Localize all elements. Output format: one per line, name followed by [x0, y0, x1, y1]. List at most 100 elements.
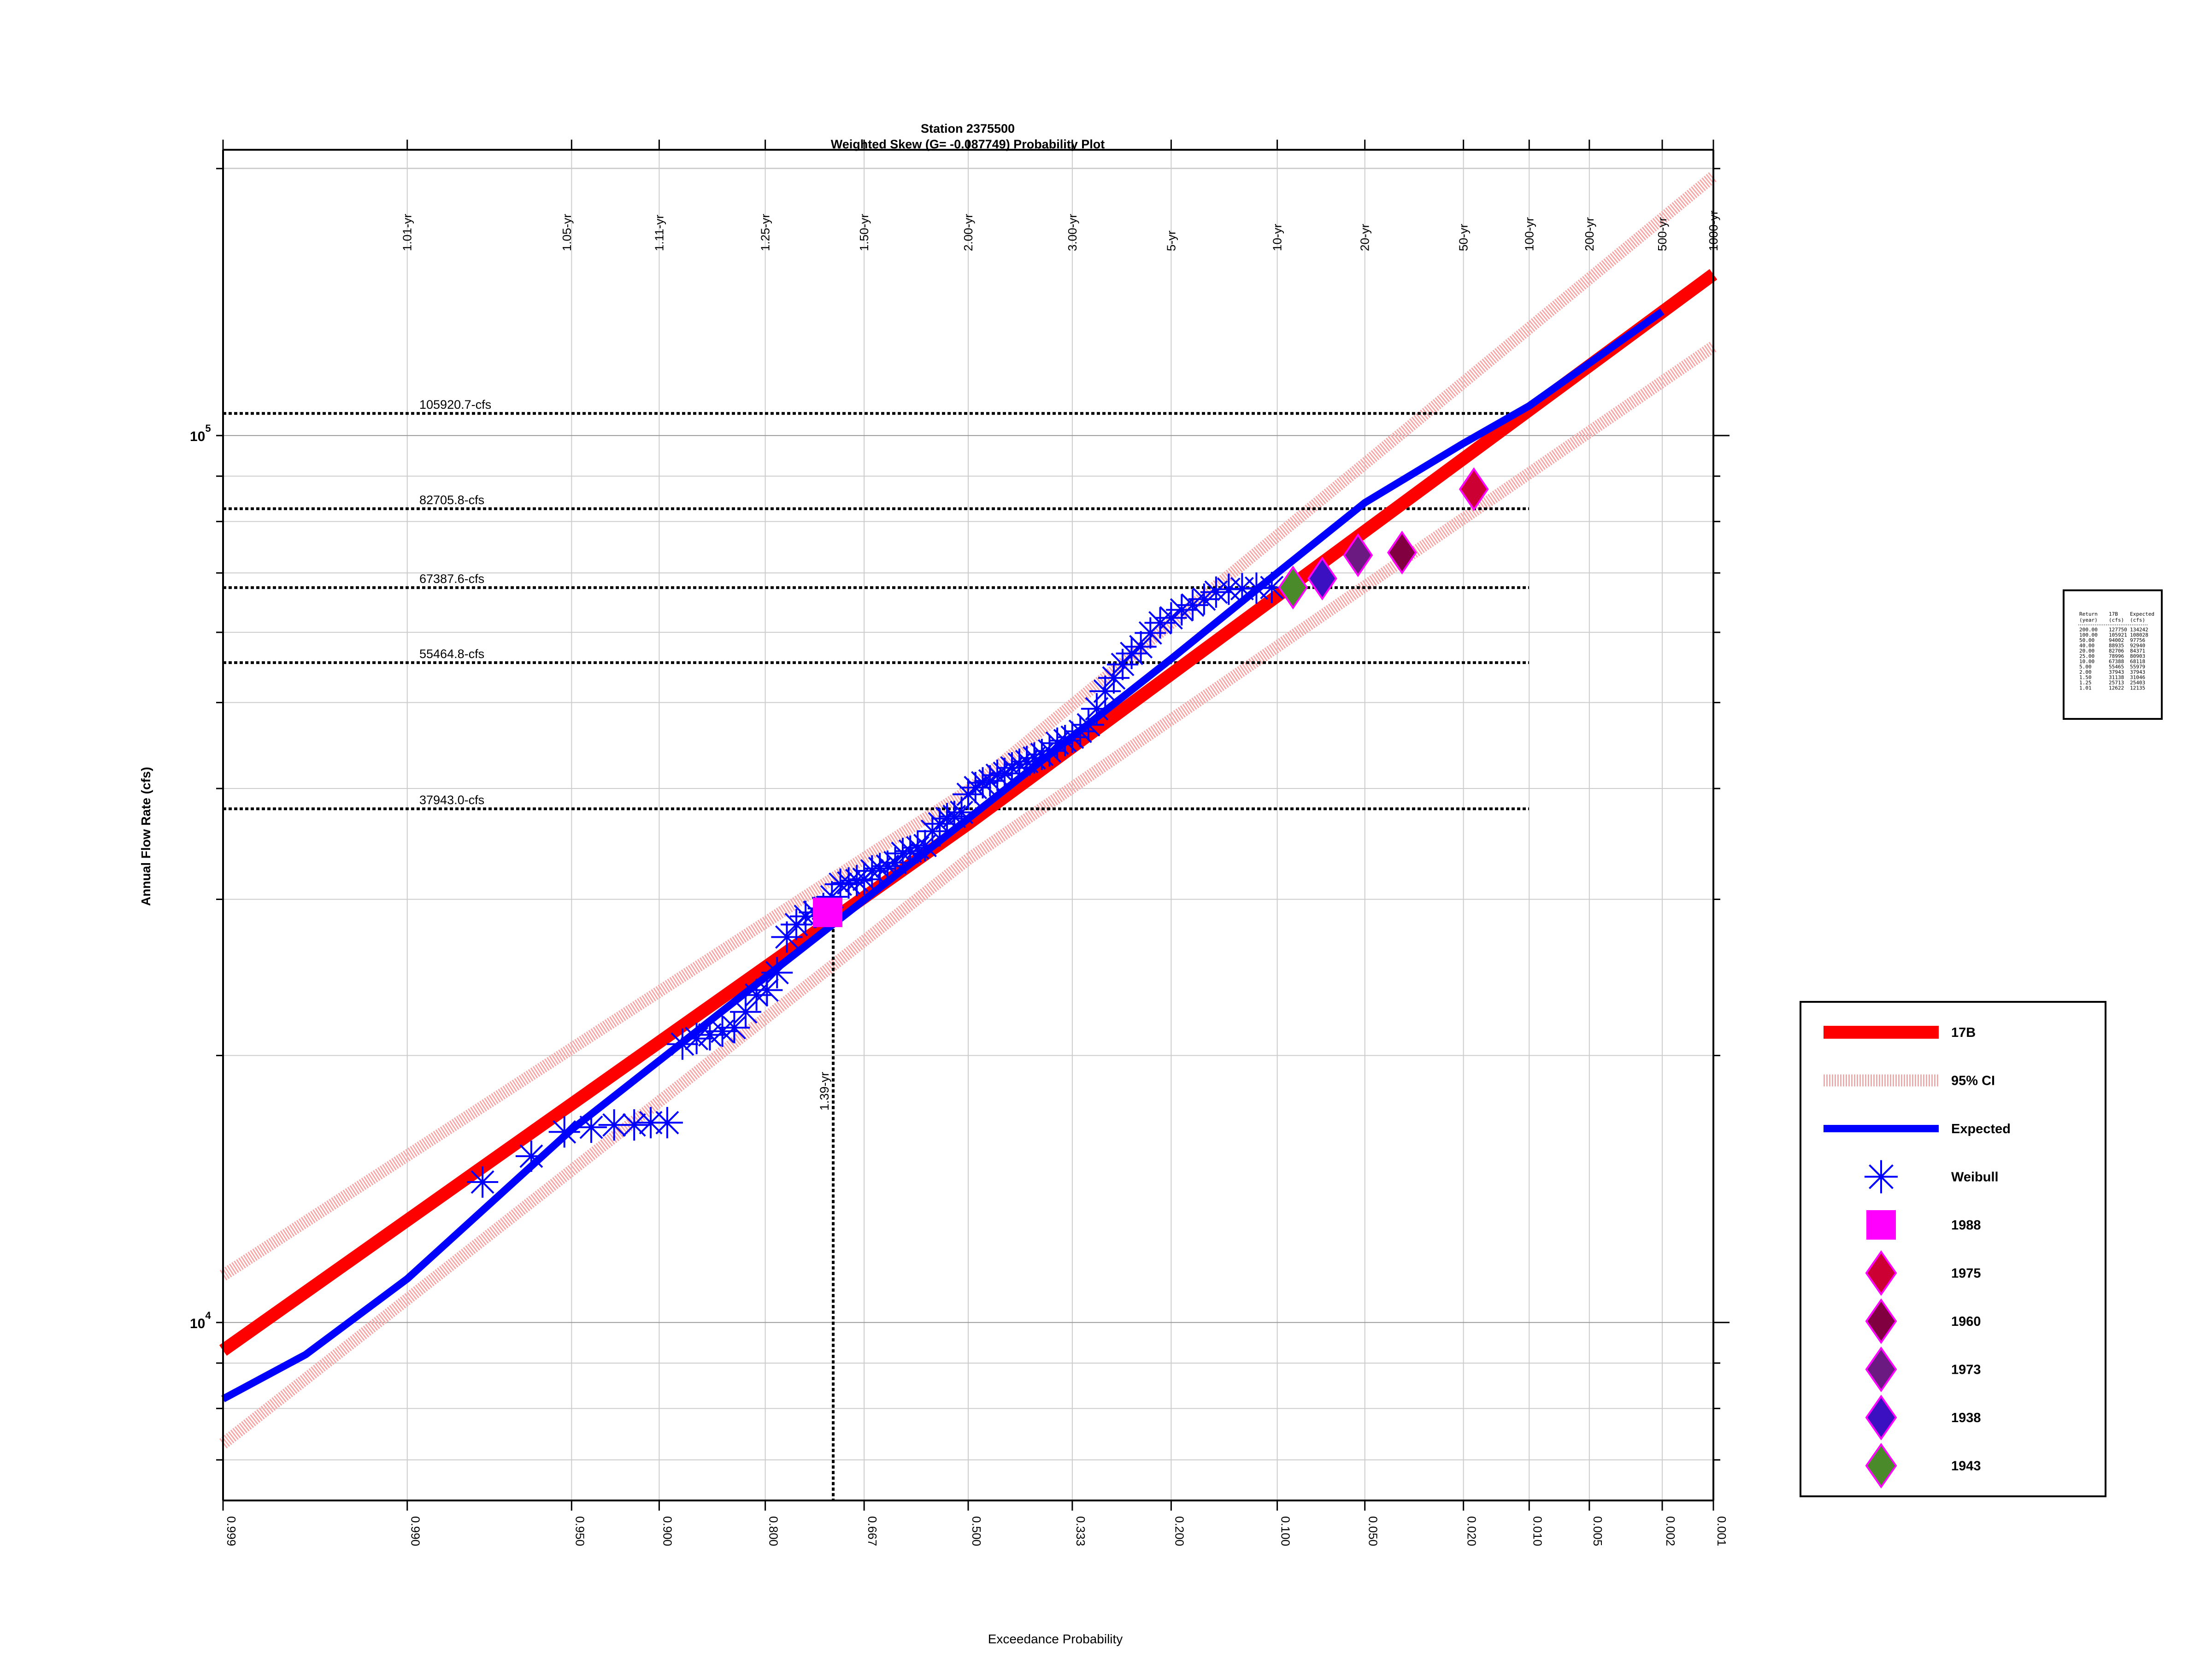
legend-label: 1973 [1951, 1363, 1981, 1377]
weibull-marker-stroke [519, 1144, 543, 1168]
x-tick-label: 0.002 [1664, 1516, 1677, 1546]
weibull-point [718, 1012, 750, 1043]
weibull-point [1188, 583, 1220, 615]
weibull-point [824, 868, 856, 900]
weibull-marker-stroke [553, 1120, 577, 1144]
weibull-point [694, 1019, 726, 1051]
summary-table-header: Return [2079, 611, 2098, 617]
summary-table-row: 94002 [2109, 637, 2124, 643]
ci-lower-line [219, 341, 1717, 1449]
legend: 17B 95% CI Expected Weibull 1988 1975 1960 1973… [1800, 1001, 2106, 1497]
summary-table-header: 17B [2109, 611, 2118, 617]
summary-table-subheader: (year) [2079, 617, 2098, 623]
weibull-point [1125, 631, 1157, 663]
x-tick-label: 0.999 [224, 1516, 238, 1546]
summary-table-row: 88935 [2109, 643, 2124, 649]
summary-table-row: 55979 [2130, 664, 2145, 670]
return-period-label: 5-yr [1164, 230, 1178, 251]
summary-table-row: 80903 [2130, 653, 2145, 659]
return-period-label: 500-yr [1655, 217, 1669, 251]
legend-label: 17B [1951, 1025, 1976, 1040]
weibull-marker-stroke [1085, 697, 1109, 721]
x-tick-label: 0.800 [767, 1516, 781, 1546]
weibull-point [1098, 662, 1130, 694]
return-period-label: 200-yr [1583, 217, 1596, 251]
return-period-label: 1.05-yr [560, 214, 574, 251]
x-axis-label: Exceedance Probability [988, 1632, 1123, 1646]
summary-table-row: 12135 [2130, 685, 2145, 691]
chart-subtitle: Weighted Skew (G= -0.087749) Probability… [831, 137, 1105, 151]
reference-line-label: 55464.8-cfs [419, 647, 484, 661]
reference-line-label: 82705.8-cfs [419, 493, 484, 507]
summary-table-row: 5.00 [2079, 664, 2092, 670]
weibull-marker-stroke [471, 1170, 494, 1194]
marker-annotation-label: 1.39-yr [818, 1072, 831, 1111]
weibull-point [681, 1023, 712, 1054]
legend-swatch-1988 [1866, 1210, 1896, 1240]
x-tick-label: 0.001 [1715, 1516, 1729, 1546]
return-period-label: 10-yr [1271, 224, 1284, 251]
summary-table-row: 50.00 [2079, 637, 2094, 643]
weibull-marker-stroke [755, 978, 779, 1002]
summary-table-row: 67388 [2109, 659, 2124, 665]
weibull-marker-stroke [1129, 635, 1153, 659]
marker-1943 [1278, 565, 1308, 610]
marker-1938 [1307, 556, 1337, 600]
legend-label: 1960 [1951, 1314, 1981, 1329]
weibull-point [576, 1112, 607, 1143]
legend-swatch-weibull [1865, 1160, 1898, 1194]
weibull-point [598, 1109, 630, 1141]
return-period-label: 50-yr [1457, 224, 1471, 251]
summary-table-subheader: (cfs) [2109, 617, 2124, 623]
tick-layer: 0.999 0.990 0.950 0.900 0.800 0.667 0.500 0.333… [190, 140, 1730, 1546]
return-period-label: 1.01-yr [400, 214, 414, 251]
summary-table-row: 68118 [2130, 659, 2145, 665]
summary-table-row: 105921 [2109, 632, 2127, 638]
summary-table-row: 108028 [2130, 632, 2148, 638]
summary-table-row: 25713 [2109, 680, 2124, 686]
weibull-point [909, 830, 941, 861]
weibull-point [1200, 576, 1232, 608]
weibull-marker-stroke [685, 1027, 709, 1051]
summary-table-row: 1.01 [2079, 685, 2092, 691]
x-tick-label: 0.050 [1366, 1516, 1380, 1546]
summary-table-row: 31046 [2130, 675, 2145, 681]
legend-label: Weibull [1951, 1170, 1999, 1185]
marker-1973 [1343, 533, 1373, 577]
return-period-label: 1.50-yr [857, 214, 871, 251]
weibull-point [467, 1166, 499, 1198]
summary-table-row: 1.25 [2079, 680, 2092, 686]
reference-line-label: 67387.6-cfs [419, 572, 484, 586]
weibull-point [1089, 675, 1121, 707]
summary-table-row: 78996 [2109, 653, 2124, 659]
legend-label: 1988 [1951, 1218, 1981, 1233]
summary-table-row: 31138 [2109, 675, 2124, 681]
reference-line-label: 105920.7-cfs [419, 398, 491, 412]
weibull-point [1116, 637, 1147, 669]
weibull-marker-stroke [1102, 666, 1126, 690]
summary-table-row: 100.00 [2079, 632, 2098, 638]
weibull-marker-stroke [698, 1023, 722, 1047]
weibull-marker-stroke [655, 1111, 679, 1135]
summary-table-row: 10.00 [2079, 659, 2094, 665]
weibull-point [618, 1109, 650, 1141]
marker-layer [467, 467, 1489, 1198]
y-tick-label: 104 [190, 1310, 211, 1331]
x-tick-label: 0.900 [660, 1516, 674, 1546]
weibull-point [841, 865, 873, 896]
weibull-marker-stroke [775, 925, 799, 949]
summary-table-row: 134242 [2130, 627, 2148, 633]
summary-table-row: 97756 [2130, 637, 2145, 643]
summary-table-row: 25403 [2130, 680, 2145, 686]
weibull-marker-stroke [671, 1032, 694, 1056]
y-axis-label: Annual Flow Rate (cfs) [139, 767, 153, 906]
summary-table-row: 55465 [2109, 664, 2124, 670]
weibull-point [730, 996, 762, 1028]
weibull-marker-stroke [1869, 1164, 1894, 1189]
summary-table-row: 82706 [2109, 648, 2124, 654]
summary-table-row: 200.00 [2079, 627, 2098, 633]
weibull-point [651, 1107, 683, 1139]
chart-title: Station 2375500 [921, 122, 1015, 135]
weibull-point [1177, 589, 1209, 621]
